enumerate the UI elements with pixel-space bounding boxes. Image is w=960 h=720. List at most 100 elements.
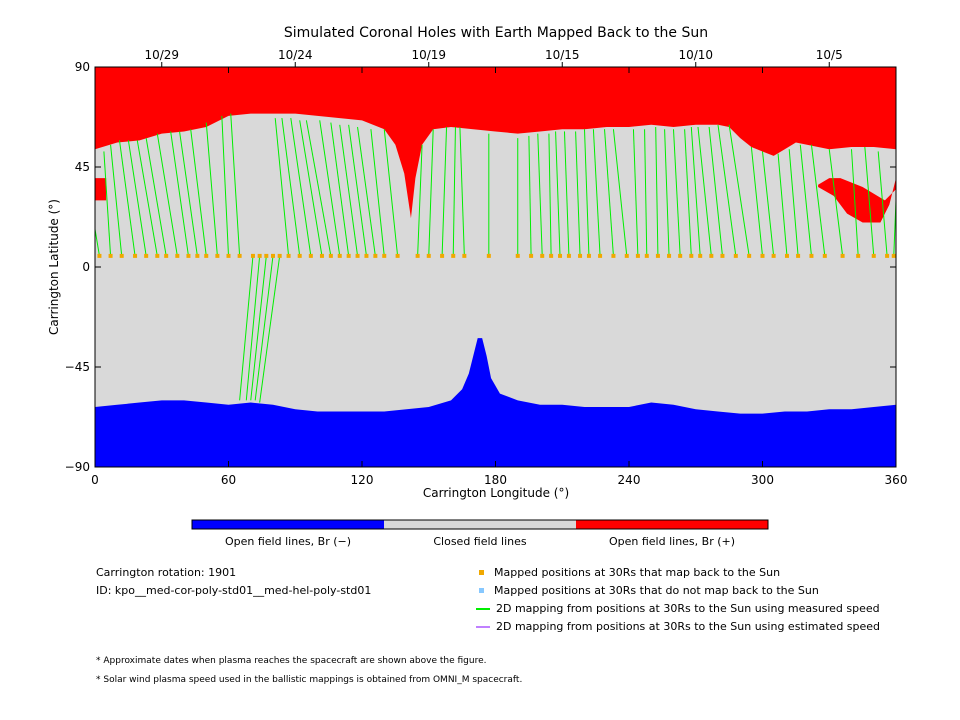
measured-mapping-line <box>592 129 601 256</box>
mapped-point <box>215 253 220 258</box>
mapped-point <box>462 253 467 258</box>
mapped-point <box>373 253 378 258</box>
mapped-point <box>809 253 814 258</box>
mapped-point-swatch <box>479 570 484 575</box>
mapped-point <box>355 253 360 258</box>
x-tick-label: 0 <box>91 473 99 487</box>
measured-mapping-line <box>221 115 229 256</box>
mapped-point <box>796 253 801 258</box>
measured-mapping-line <box>290 118 312 256</box>
mapped-point <box>720 253 725 258</box>
mapped-point <box>186 253 191 258</box>
measured-mapping-line <box>548 133 552 256</box>
x-axis-label: Carrington Longitude (°) <box>423 486 569 500</box>
measured-mapping-line <box>250 255 267 401</box>
measured-mapping-line <box>728 124 750 256</box>
mapped-point <box>286 253 291 258</box>
measured-line-swatch <box>476 607 490 610</box>
mapped-point <box>395 253 400 258</box>
mapped-point <box>346 253 351 258</box>
mapped-point <box>644 253 649 258</box>
mapped-point <box>364 253 369 258</box>
measured-mapping-line <box>690 126 701 256</box>
measured-mapping-line <box>370 129 385 256</box>
measured-mapping-line <box>94 229 100 256</box>
measured-mapping-line <box>127 140 147 256</box>
measured-mapping-line <box>584 129 590 256</box>
measured-mapping-line <box>750 146 763 256</box>
plot-area <box>94 66 897 468</box>
mapped-point <box>133 253 138 258</box>
measured-mapping-line <box>136 140 158 256</box>
mapped-point <box>698 253 703 258</box>
south-negative-open-region <box>95 338 896 467</box>
measured-mapping-line <box>339 124 359 256</box>
measured-mapping-line <box>459 126 465 256</box>
mapped-point <box>119 253 124 258</box>
key-unmapped-label: Mapped positions at 30Rs that do not map… <box>494 584 819 597</box>
mapped-point <box>598 253 603 258</box>
chart-title: Simulated Coronal Holes with Earth Mappe… <box>284 25 708 41</box>
measured-mapping-line <box>851 149 859 256</box>
mapped-point <box>515 253 520 258</box>
key-unmapped-row: Mapped positions at 30Rs that do not map… <box>476 584 819 597</box>
measured-mapping-line <box>441 126 448 256</box>
mapped-point <box>540 253 545 258</box>
measured-mapping-line <box>528 135 532 256</box>
measured-mapping-line <box>664 129 670 256</box>
measured-mapping-line <box>810 144 826 256</box>
measured-mapping-line <box>245 255 261 401</box>
mapped-point <box>529 253 534 258</box>
measured-mapping-line <box>156 133 178 256</box>
measured-mapping-line <box>428 129 434 256</box>
mapped-point <box>319 253 324 258</box>
positive-patch-1 <box>818 178 896 223</box>
x-tick-label: 360 <box>885 473 908 487</box>
measured-mapping-line <box>348 124 367 256</box>
y-tick-label: −45 <box>65 360 90 374</box>
mapped-point <box>271 253 275 258</box>
mapped-point <box>195 253 200 258</box>
measured-mapping-line <box>330 122 350 256</box>
colorbar-label-negative: Open field lines, Br (−) <box>225 535 351 548</box>
measured-mapping-line <box>118 140 136 256</box>
measured-mapping-line <box>299 120 323 256</box>
measured-mapping-line <box>777 153 788 256</box>
note-dates: * Approximate dates when plasma reaches … <box>96 656 487 666</box>
positive-patch-0 <box>95 178 107 201</box>
x-tick-label: 120 <box>351 473 374 487</box>
y-tick-label: 0 <box>82 260 90 274</box>
measured-mapping-line <box>305 120 332 256</box>
estimated-line-swatch <box>476 625 490 628</box>
x-tick-label: 240 <box>618 473 641 487</box>
mapped-point <box>566 253 571 258</box>
mapped-point <box>237 253 242 258</box>
measured-mapping-line <box>762 151 775 256</box>
measured-mapping-line <box>357 126 376 256</box>
x-tick-label: 300 <box>751 473 774 487</box>
colorbar-closed <box>384 520 576 529</box>
mapped-point <box>204 253 209 258</box>
unmapped-point-swatch <box>479 588 484 593</box>
mapped-point <box>382 253 387 258</box>
date-tick-label: 10/29 <box>144 48 179 62</box>
mapped-point <box>486 253 491 258</box>
mapped-point <box>747 253 752 258</box>
key-measured-label: 2D mapping from positions at 30Rs to the… <box>496 602 880 615</box>
mapped-point <box>164 253 169 258</box>
measured-mapping-line <box>281 118 301 256</box>
mapped-point <box>733 253 738 258</box>
date-tick-label: 10/10 <box>678 48 713 62</box>
mapped-point <box>97 253 102 258</box>
mapped-point <box>760 253 765 258</box>
measured-mapping-line <box>644 129 648 256</box>
north-positive-open-region <box>95 67 896 219</box>
key-estimated-row: 2D mapping from positions at 30Rs to the… <box>476 620 880 633</box>
mapped-point <box>337 253 342 258</box>
mapped-point <box>822 253 827 258</box>
measured-mapping-line <box>110 144 123 256</box>
colorbar-frame <box>191 519 769 530</box>
mapped-point <box>175 253 180 258</box>
colorbar-label-positive: Open field lines, Br (+) <box>609 535 735 548</box>
mapped-point <box>226 253 231 258</box>
